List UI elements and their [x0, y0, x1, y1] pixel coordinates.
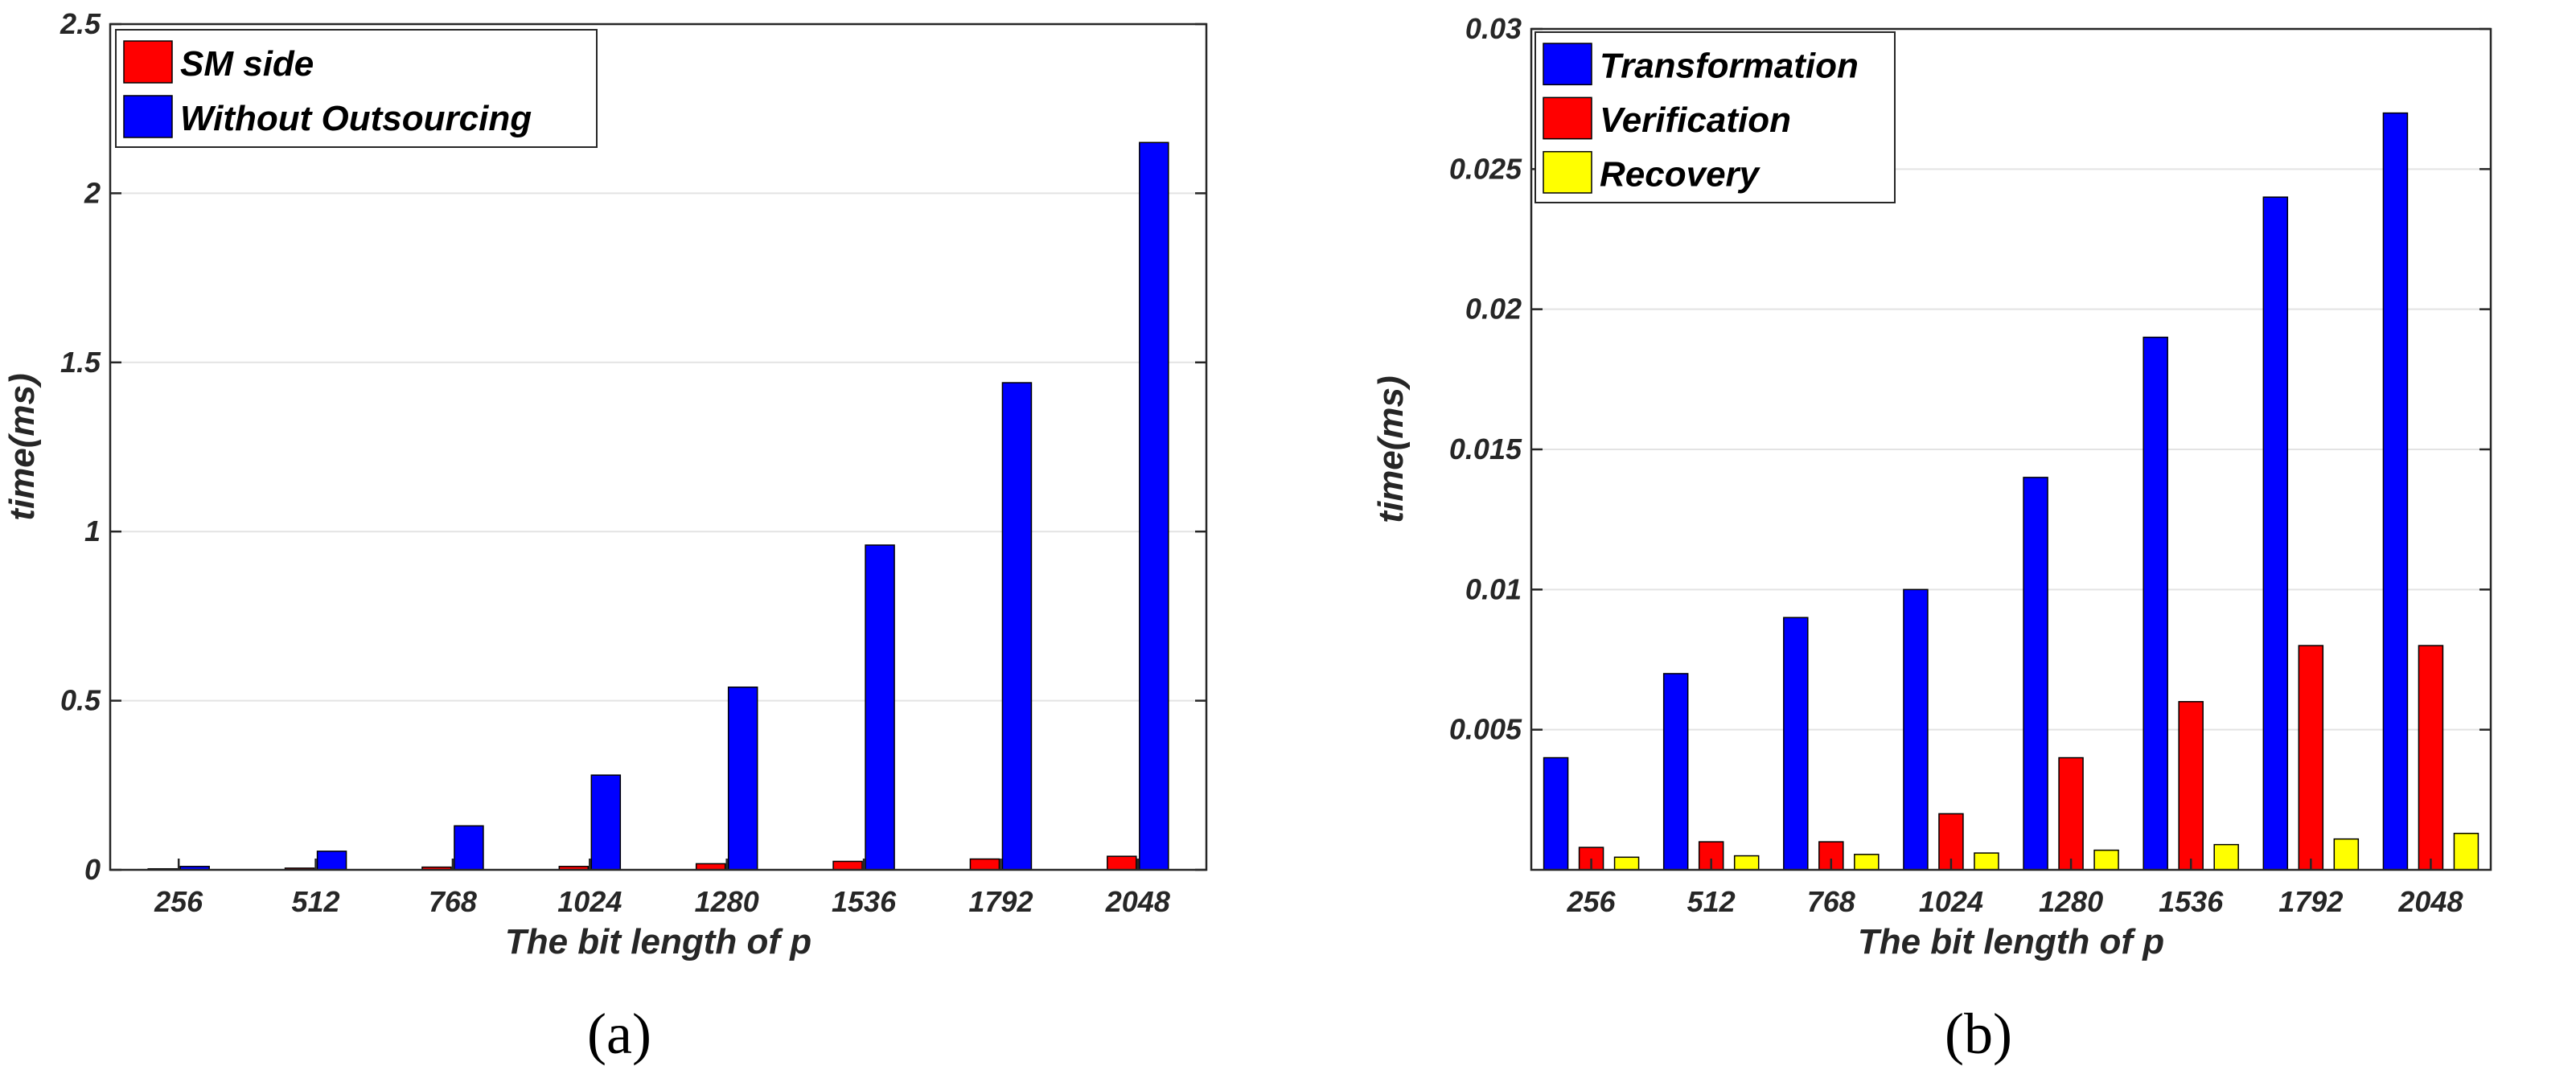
bar [1139, 141, 1169, 871]
x-tick-label: 768 [1807, 885, 1855, 918]
bar [1783, 617, 1809, 871]
bar [2298, 645, 2324, 871]
x-tick-label: 1536 [2159, 885, 2224, 918]
y-tick-label: 2 [84, 176, 101, 209]
bar [1903, 588, 1929, 871]
x-tick-label: 2048 [1105, 885, 1170, 918]
bar [590, 774, 622, 871]
bar [2262, 196, 2289, 871]
bar [1107, 855, 1137, 871]
y-tick-label: 0.005 [1449, 713, 1522, 746]
bar [2418, 645, 2444, 871]
bar [454, 825, 484, 871]
legend-label: Verification [1600, 100, 1791, 140]
x-tick-label: 1792 [2278, 885, 2343, 918]
bar [865, 544, 895, 871]
y-axis-label: time(ms) [1371, 375, 1411, 523]
bar [1613, 856, 1640, 871]
plot-area [110, 24, 1206, 870]
x-tick-label: 256 [1567, 885, 1617, 918]
legend-label: SM side [180, 44, 314, 84]
legend-box [115, 29, 598, 148]
bar [1733, 855, 1760, 871]
bar [2213, 843, 2239, 871]
x-tick-label: 1280 [2039, 885, 2103, 918]
bar [1543, 756, 1569, 871]
legend-box [1535, 31, 1896, 203]
legend-label: Transformation [1600, 47, 1859, 86]
bar [832, 860, 863, 871]
y-tick-label: 0.03 [1465, 12, 1522, 45]
y-tick-label: 0.5 [60, 684, 101, 717]
bar [1854, 854, 1880, 871]
axes-box [109, 23, 1208, 871]
bar [316, 851, 347, 871]
x-axis-label: The bit length of p [505, 922, 811, 961]
legend-label: Recovery [1600, 154, 1761, 194]
y-tick-label: 0.015 [1449, 433, 1522, 465]
bar [2023, 477, 2048, 871]
y-axis-label: time(ms) [2, 373, 42, 520]
panel-caption: (b) [1945, 1002, 2012, 1066]
legend-swatch [123, 40, 173, 84]
x-tick-label: 1024 [1919, 885, 1983, 918]
legend-label: Without Outsourcing [180, 99, 532, 138]
bar [1974, 852, 1999, 871]
y-tick-label: 0.025 [1449, 152, 1522, 185]
legend-swatch [1543, 96, 1592, 140]
bar [727, 687, 758, 871]
bar [2093, 849, 2119, 871]
x-tick-label: 512 [292, 885, 340, 918]
x-tick-label: 512 [1687, 885, 1736, 918]
x-axis-label: The bit length of p [1858, 922, 2164, 961]
bar [969, 858, 1000, 871]
y-tick-label: 0.02 [1465, 293, 1522, 326]
bar [1001, 382, 1033, 871]
y-tick-label: 0 [84, 853, 101, 886]
x-tick-label: 1280 [695, 885, 759, 918]
x-tick-label: 768 [429, 885, 477, 918]
bar [1662, 673, 1689, 871]
legend-swatch [1543, 43, 1592, 86]
bar [2058, 756, 2084, 871]
bar [2382, 112, 2409, 871]
y-tick-label: 0.01 [1465, 572, 1522, 605]
legend-swatch [123, 95, 173, 138]
chart-a: 0 0.5 1 1.5 2 2.5 256 512 768 1024 1280 1536 1792 204… [2, 7, 1208, 1066]
x-tick-label: 256 [154, 885, 203, 918]
bar [2453, 832, 2479, 871]
x-tick-label: 1792 [968, 885, 1033, 918]
bar [2178, 701, 2204, 871]
y-tick-label: 2.5 [60, 7, 101, 40]
bar [2143, 336, 2168, 871]
chart-b: 0.005 0.01 0.015 0.02 0.025 0.03 256 512 768 1024… [1371, 12, 2492, 1066]
x-tick-label: 1024 [557, 885, 622, 918]
legend-swatch [1543, 150, 1592, 194]
x-tick-label: 1536 [832, 885, 897, 918]
bar [2333, 838, 2360, 871]
y-tick-label: 1 [84, 515, 101, 547]
y-tick-label: 1.5 [60, 346, 101, 379]
panel-caption: (a) [587, 1002, 651, 1066]
x-tick-label: 2048 [2397, 885, 2463, 918]
